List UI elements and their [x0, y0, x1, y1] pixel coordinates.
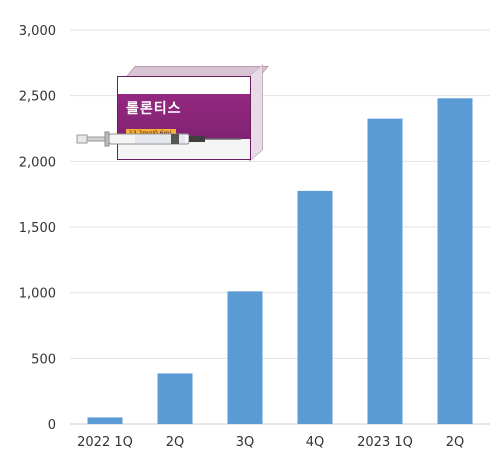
y-tick-label: 2,500 — [19, 90, 56, 105]
x-axis-ticks: 2022 1Q 2Q 3Q 4Q 2023 1Q 2Q — [77, 435, 464, 450]
product-image: 롤론티스 13.2mg/0.6mL — [75, 62, 285, 180]
y-tick-label: 500 — [31, 352, 56, 367]
y-tick-label: 1,000 — [19, 287, 56, 302]
x-tick-label: 3Q — [236, 435, 255, 450]
box-band — [118, 77, 250, 94]
x-tick-label: 2Q — [166, 435, 185, 450]
x-tick-label: 4Q — [306, 435, 325, 450]
syringe-icon — [76, 131, 241, 147]
y-axis-ticks: 0 500 1,000 1,500 2,000 2,500 3,000 — [19, 24, 56, 433]
bar — [157, 373, 193, 424]
x-tick-label: 2022 1Q — [77, 435, 133, 450]
y-tick-label: 0 — [48, 418, 56, 433]
x-tick-label: 2023 1Q — [357, 435, 413, 450]
bar — [87, 417, 123, 424]
bar — [227, 291, 263, 424]
bar — [297, 190, 333, 424]
y-tick-label: 3,000 — [19, 24, 56, 39]
bar — [437, 98, 473, 424]
x-tick-label: 2Q — [446, 435, 465, 450]
y-tick-label: 1,500 — [19, 221, 56, 236]
bars — [87, 98, 473, 425]
product-brand-name: 롤론티스 — [126, 101, 182, 117]
box-side — [249, 64, 263, 162]
y-tick-label: 2,000 — [19, 155, 56, 170]
bar — [367, 118, 403, 425]
